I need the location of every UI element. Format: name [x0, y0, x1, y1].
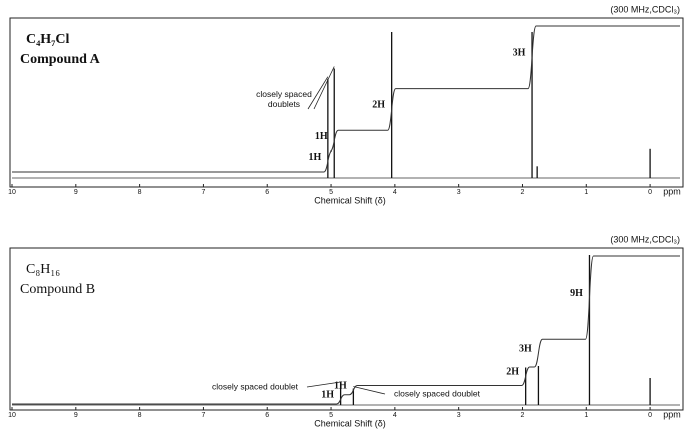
integral-label: 2H	[372, 100, 385, 111]
x-tick-label: 0	[648, 189, 652, 196]
annotation: closely spaced doublet	[394, 388, 481, 398]
x-axis-label: Chemical Shift (δ)	[314, 418, 386, 428]
annotation-pointer	[353, 386, 386, 395]
annotation-pointer	[306, 381, 341, 388]
integral-label: 3H	[519, 343, 532, 354]
x-tick-label: 3	[457, 189, 461, 196]
integral-curve	[12, 255, 680, 405]
integral-label: 3H	[513, 48, 526, 59]
integral-label: 1H	[334, 380, 347, 391]
x-tick-label: 6	[265, 412, 269, 419]
x-tick-label: 7	[201, 412, 205, 419]
x-tick-label: 5	[329, 189, 333, 196]
x-tick-label: 7	[201, 189, 205, 196]
x-tick-label: 4	[393, 189, 397, 196]
x-tick-label: 3	[457, 412, 461, 419]
x-unit: ppm	[663, 409, 681, 419]
formula: C₄H₇Cl	[26, 32, 70, 47]
x-unit: ppm	[663, 186, 681, 196]
integral-label: 1H	[308, 152, 321, 163]
x-tick-label: 9	[74, 412, 78, 419]
integral-label: 9H	[570, 288, 583, 299]
annotation-pointer	[307, 76, 329, 110]
x-tick-label: 6	[265, 189, 269, 196]
x-tick-label: 2	[521, 412, 525, 419]
annotation: closely spaced doublets	[256, 89, 312, 109]
annotation: closely spaced doublet	[212, 381, 299, 391]
x-tick-label: 1	[584, 189, 588, 196]
integral-label: 1H	[315, 131, 328, 142]
compound-name: Compound A	[20, 52, 101, 67]
integral-label: 1H	[321, 390, 334, 401]
x-tick-label: 10	[8, 412, 16, 419]
x-tick-label: 5	[329, 412, 333, 419]
header: (300 MHz,CDCl₃)	[610, 4, 680, 14]
x-tick-label: 2	[521, 189, 525, 196]
compound-name: Compound B	[20, 282, 95, 297]
integral-curve	[12, 25, 680, 173]
x-tick-label: 8	[138, 189, 142, 196]
annotation-pointer	[313, 66, 335, 110]
x-axis-label: Chemical Shift (δ)	[314, 195, 386, 205]
x-tick-label: 1	[584, 412, 588, 419]
x-tick-label: 0	[648, 412, 652, 419]
panel-frame	[9, 247, 684, 411]
x-tick-label: 4	[393, 412, 397, 419]
x-tick-label: 9	[74, 189, 78, 196]
x-tick-label: 8	[138, 412, 142, 419]
header: (300 MHz,CDCl₃)	[610, 234, 680, 244]
x-tick-label: 10	[8, 189, 16, 196]
integral-label: 2H	[506, 367, 519, 378]
formula: C₈H₁₆	[26, 262, 60, 277]
panel-frame	[9, 17, 684, 188]
